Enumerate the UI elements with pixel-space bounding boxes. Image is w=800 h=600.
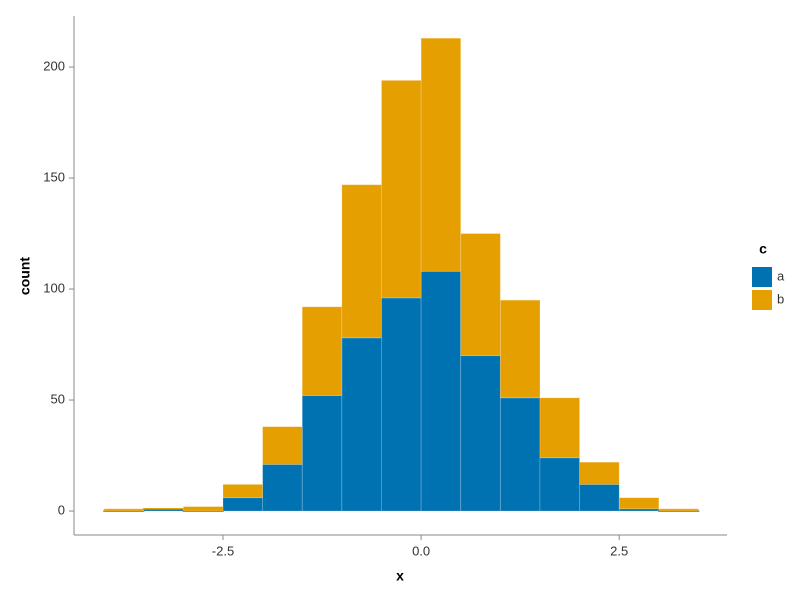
bar — [460, 355, 501, 512]
bar — [341, 337, 382, 512]
bar — [539, 397, 580, 459]
bar — [579, 461, 620, 485]
y-tick-label: 150 — [43, 169, 65, 184]
bar — [222, 497, 264, 512]
bar — [460, 233, 501, 357]
bar — [182, 506, 224, 512]
x-axis-label: x — [396, 568, 404, 584]
y-tick-label: 100 — [43, 280, 65, 295]
bar — [381, 79, 422, 299]
bar — [579, 483, 620, 512]
bar — [658, 508, 699, 512]
bar — [499, 397, 541, 512]
legend-swatch — [752, 267, 772, 287]
bar — [420, 270, 462, 512]
bar — [301, 306, 343, 396]
bar — [539, 457, 580, 512]
bar — [420, 37, 462, 272]
y-axis-label: count — [17, 257, 33, 295]
bar — [499, 299, 541, 399]
legend-title: c — [759, 241, 767, 257]
legend-swatch — [752, 290, 772, 310]
bar — [381, 297, 422, 512]
legend-label: b — [777, 291, 784, 306]
bar — [262, 464, 303, 512]
bar — [222, 483, 264, 499]
x-tick-label: 2.5 — [610, 543, 628, 558]
y-tick-label: 200 — [43, 58, 65, 73]
bar — [262, 426, 303, 465]
bar — [103, 508, 145, 512]
x-tick-label: -2.5 — [212, 543, 234, 558]
y-tick-label: 50 — [51, 391, 65, 406]
bar — [341, 184, 382, 339]
legend-label: a — [777, 268, 785, 283]
y-tick-label: 0 — [58, 502, 65, 517]
bar — [618, 497, 660, 510]
bar — [301, 395, 343, 512]
x-tick-label: 0.0 — [412, 543, 430, 558]
